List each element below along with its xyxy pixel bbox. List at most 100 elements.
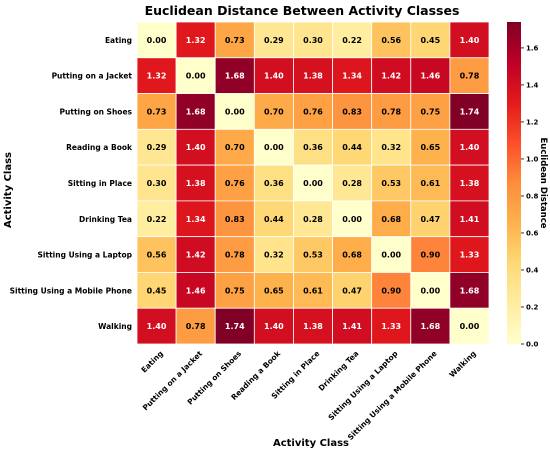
heatmap-cell	[136, 93, 177, 130]
heatmap-cell	[293, 272, 333, 309]
cell-value: 0.44	[264, 215, 284, 224]
cell-value: 0.30	[303, 36, 323, 45]
cell-value: 0.32	[264, 251, 284, 260]
colorbar-tick-label: 0.2	[526, 303, 539, 311]
cell-value: 0.45	[420, 36, 440, 45]
cell-value: 0.76	[303, 107, 323, 116]
colorbar-tick-label: 1.0	[526, 155, 539, 163]
cell-value: 0.56	[147, 251, 167, 260]
cell-value: 0.45	[147, 286, 167, 295]
cell-value: 1.40	[186, 143, 206, 152]
cell-value: 0.22	[342, 36, 362, 45]
heatmap-cell	[253, 128, 294, 166]
cell-value: 0.78	[381, 107, 401, 116]
heatmap-cell	[214, 307, 255, 345]
heatmap-cell	[214, 164, 255, 202]
heatmap-cell	[253, 307, 294, 345]
heatmap-cell	[293, 200, 333, 238]
heatmap-cell	[214, 57, 255, 94]
heatmap-cell	[449, 307, 490, 345]
heatmap-cell	[293, 236, 333, 273]
y-tick-label: Reading a Book	[66, 143, 133, 152]
heatmap-cell	[214, 93, 255, 130]
colorbar	[507, 22, 521, 344]
heatmap-cell	[253, 93, 294, 130]
cell-value: 0.78	[225, 251, 245, 260]
cell-value: 0.65	[420, 143, 440, 152]
cell-value: 1.38	[303, 322, 323, 331]
cell-value: 1.40	[264, 72, 284, 81]
cell-value: 1.34	[342, 72, 362, 81]
cell-value: 0.73	[147, 107, 167, 116]
chart-title: Euclidean Distance Between Activity Clas…	[145, 3, 460, 18]
cell-value: 0.61	[303, 286, 323, 295]
x-tick-label: Drinking Tea	[317, 349, 361, 393]
y-tick-label: Drinking Tea	[79, 215, 132, 224]
x-tick-label: Sitting Using a Laptop	[326, 349, 400, 423]
cell-value: 0.00	[264, 143, 284, 152]
heatmap-cell	[371, 307, 412, 345]
heatmap-cell	[175, 200, 216, 238]
heatmap-cell	[136, 272, 177, 309]
heatmap-cell	[332, 164, 373, 202]
cell-value-labels: 0.00 1.32 0.73 0.29 0.30 0.22 0.56 0.45 1.40 1.32…	[147, 36, 480, 331]
cell-value: 1.68	[460, 286, 480, 295]
cell-value: 1.32	[186, 36, 206, 45]
cell-value: 0.73	[225, 36, 245, 45]
cell-value: 1.40	[460, 143, 480, 152]
heatmap-cell	[214, 272, 255, 309]
y-tick-label: Sitting in Place	[68, 179, 132, 188]
cell-value: 0.47	[420, 215, 440, 224]
cell-value: 0.83	[342, 107, 362, 116]
cell-value: 1.38	[303, 72, 323, 81]
cell-value: 1.46	[420, 72, 440, 81]
cell-value: 0.44	[342, 143, 362, 152]
cell-value: 0.00	[420, 286, 440, 295]
cell-value: 0.76	[225, 179, 245, 188]
cell-value: 0.00	[342, 215, 362, 224]
heatmap-cell	[253, 200, 294, 238]
heatmap-cell	[449, 57, 490, 94]
cell-value: 1.41	[460, 215, 480, 224]
cell-value: 0.65	[264, 286, 284, 295]
heatmap-cell	[410, 200, 451, 238]
heatmap-cell	[449, 93, 490, 130]
heatmap-cell	[332, 200, 373, 238]
heatmap-cell	[449, 200, 490, 238]
heatmap-cell	[214, 200, 255, 238]
colorbar-label: Euclidean Distance	[538, 137, 548, 228]
cell-value: 0.36	[264, 179, 284, 188]
heatmap-cell	[136, 200, 177, 238]
heatmap-cell	[175, 21, 216, 59]
heatmap-cell	[332, 272, 373, 309]
y-tick-labels: Eating Putting on a Jacket Putting on Shoe…	[10, 36, 133, 331]
cell-value: 0.70	[264, 107, 284, 116]
heatmap-cell	[449, 128, 490, 166]
cell-value: 0.00	[186, 72, 206, 81]
y-tick-label: Sitting Using a Mobile Phone	[10, 286, 132, 295]
cell-value: 1.40	[460, 36, 480, 45]
cell-value: 1.74	[225, 322, 245, 331]
heatmap-cell	[293, 93, 333, 130]
cell-value: 0.53	[303, 251, 323, 260]
cell-value: 0.00	[381, 251, 401, 260]
heatmap-cell	[136, 164, 177, 202]
cell-value: 1.42	[381, 72, 401, 81]
heatmap-cell	[293, 57, 333, 94]
heatmap-cell	[253, 272, 294, 309]
heatmap-cell	[175, 93, 216, 130]
heatmap-cell	[410, 57, 451, 94]
heatmap-cell	[253, 164, 294, 202]
cell-value: 0.47	[342, 286, 362, 295]
cell-value: 0.30	[147, 179, 167, 188]
y-tick-label: Eating	[105, 36, 132, 45]
y-tick-label: Sitting Using a Laptop	[38, 251, 133, 260]
cell-value: 1.38	[460, 179, 480, 188]
cell-value: 1.32	[147, 72, 167, 81]
heatmap-cell	[175, 236, 216, 273]
cell-value: 1.40	[147, 322, 167, 331]
heatmap-cell	[410, 21, 451, 59]
cell-value: 0.28	[342, 179, 362, 188]
